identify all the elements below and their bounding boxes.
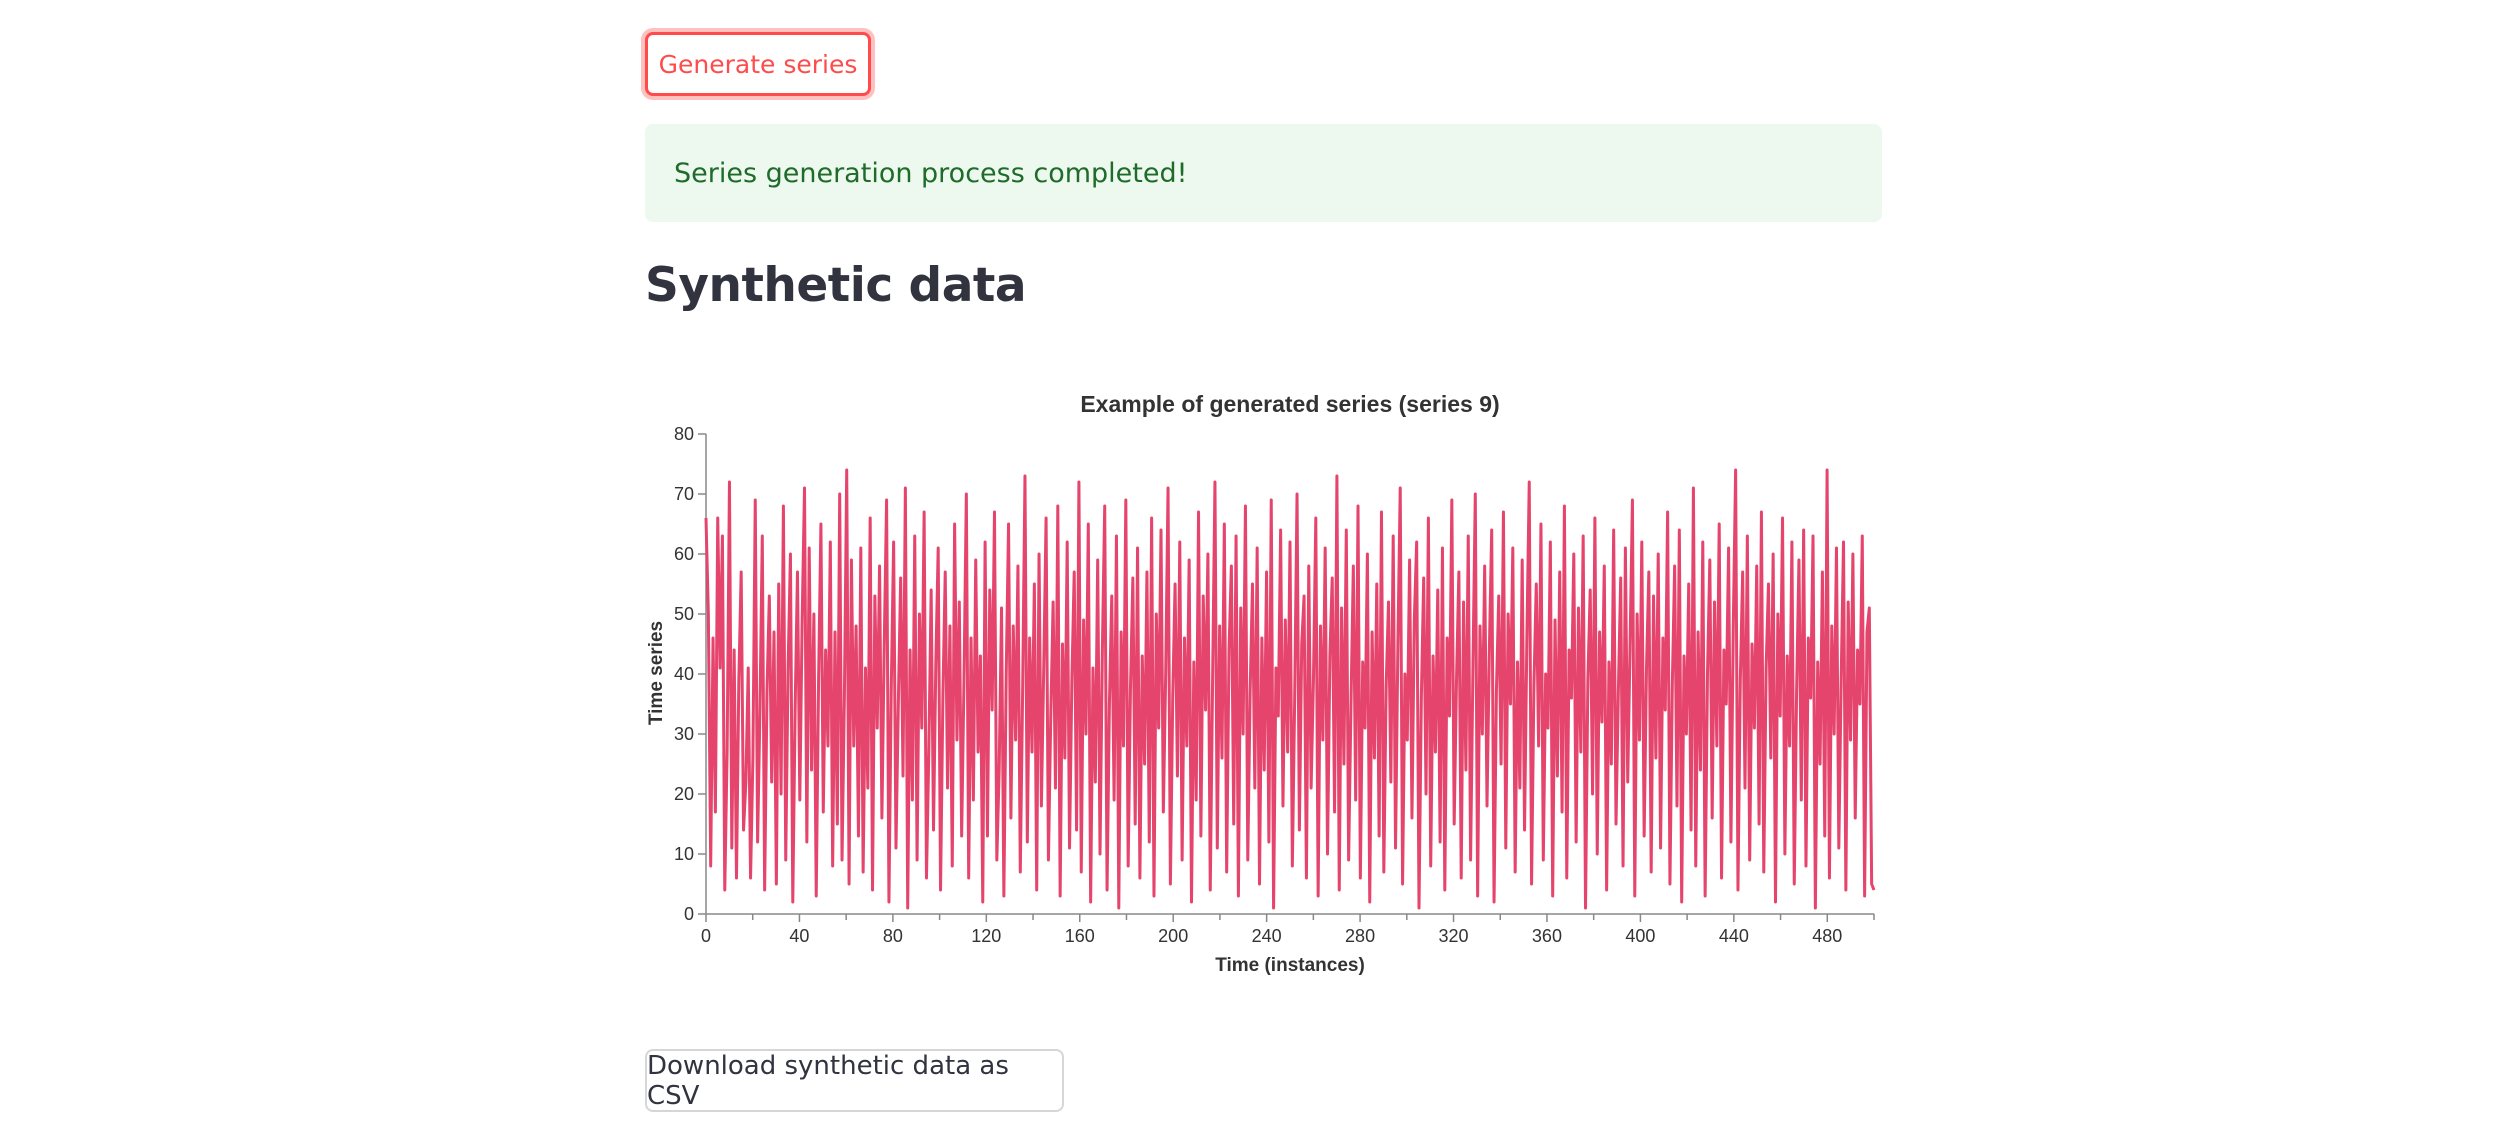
success-message: Series generation process completed!	[674, 157, 1188, 189]
chart-title: Example of generated series (series 9)	[1080, 391, 1499, 417]
x-tick-label: 480	[1812, 926, 1842, 946]
x-tick-label: 160	[1065, 926, 1095, 946]
chart-axes: 0 10 20 30 40 50 60 70 80 0 40 80 120 160 200 240 280 320…	[674, 424, 1875, 946]
x-tick-label: 240	[1252, 926, 1282, 946]
y-tick-label: 40	[674, 664, 694, 684]
y-tick-label: 30	[674, 724, 694, 744]
x-tick-label: 360	[1532, 926, 1562, 946]
y-tick-label: 20	[674, 784, 694, 804]
x-tick-label: 280	[1345, 926, 1375, 946]
y-tick-label: 70	[674, 484, 694, 504]
chart-container: Example of generated series (series 9) T…	[645, 370, 1890, 995]
y-tick-label: 50	[674, 604, 694, 624]
x-tick-label: 0	[701, 926, 711, 946]
x-tick-label: 320	[1438, 926, 1468, 946]
series-line-0	[704, 468, 1876, 910]
x-tick-label: 200	[1158, 926, 1188, 946]
section-title: Synthetic data	[645, 258, 1027, 313]
x-tick-label: 80	[883, 926, 903, 946]
line-chart: Example of generated series (series 9) T…	[646, 391, 1876, 976]
y-tick-label: 80	[674, 424, 694, 444]
success-alert: Series generation process completed!	[645, 124, 1882, 222]
y-tick-label: 0	[684, 904, 694, 924]
generate-series-button[interactable]: Generate series	[645, 32, 871, 96]
plot-area	[704, 468, 1876, 910]
y-tick-label: 10	[674, 844, 694, 864]
y-axis-label: Time series	[646, 621, 667, 725]
x-tick-label: 120	[971, 926, 1001, 946]
x-tick-label: 400	[1625, 926, 1655, 946]
y-tick-label: 60	[674, 544, 694, 564]
x-tick-label: 40	[789, 926, 809, 946]
x-axis-label: Time (instances)	[1215, 955, 1365, 976]
download-csv-button[interactable]: Download synthetic data as CSV	[645, 1049, 1064, 1112]
x-tick-label: 440	[1719, 926, 1749, 946]
